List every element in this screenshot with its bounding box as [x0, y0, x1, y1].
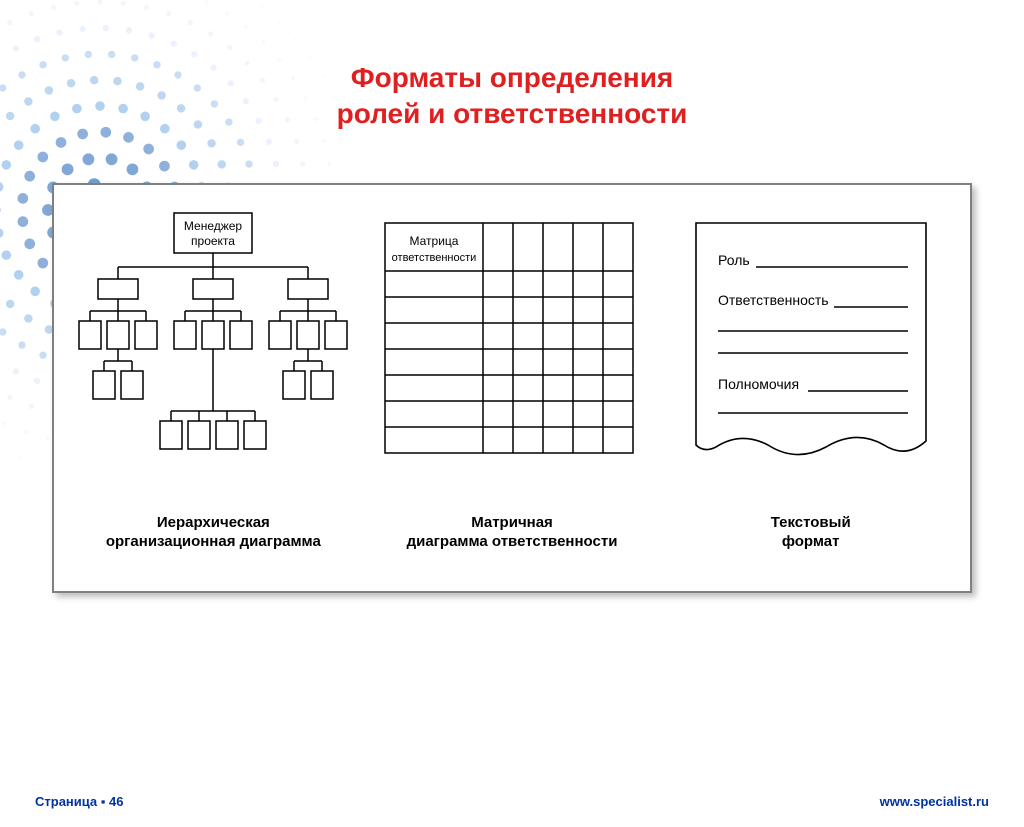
- slide-title: Форматы определения ролей и ответственно…: [0, 60, 1024, 133]
- content-box: Менеджер проекта: [52, 183, 972, 593]
- page-number: Страница ▪ 46: [35, 794, 123, 809]
- org-chart-svg: Менеджер проекта: [68, 205, 358, 495]
- page-num-value: 46: [109, 794, 123, 809]
- panel-text-format: Роль Ответственность Полномочия Текстовы…: [661, 205, 960, 552]
- field-role-label: Роль: [718, 252, 750, 268]
- caption-l2: диаграмма ответственности: [407, 533, 618, 550]
- field-resp-label: Ответственность: [718, 292, 829, 308]
- site-url: www.specialist.ru: [880, 794, 989, 809]
- title-line1: Форматы определения: [351, 62, 674, 93]
- matrix-caption: Матричная диаграмма ответственности: [407, 513, 618, 552]
- org-chart-caption: Иерархическая организационная диаграмма: [106, 513, 321, 552]
- matrix-header-l2: ответственности: [392, 252, 477, 264]
- footer: Страница ▪ 46 www.specialist.ru: [35, 794, 989, 809]
- title-line2: ролей и ответственности: [337, 98, 688, 129]
- matrix-svg: Матрица ответственности: [377, 205, 647, 495]
- caption-l1: Текстовый: [771, 514, 851, 531]
- caption-l2: организационная диаграмма: [106, 533, 321, 550]
- panel-matrix: Матрица ответственности Матричная диагра…: [363, 205, 662, 552]
- caption-l1: Иерархическая: [157, 514, 270, 531]
- caption-l2: формат: [782, 533, 840, 550]
- caption-l1: Матричная: [471, 514, 553, 531]
- root-label-l1: Менеджер: [184, 219, 243, 233]
- text-format-svg: Роль Ответственность Полномочия: [681, 205, 941, 495]
- root-label-l2: проекта: [191, 234, 235, 248]
- text-format-caption: Текстовый формат: [771, 513, 851, 552]
- field-auth-label: Полномочия: [718, 376, 799, 392]
- page-sep: ▪: [101, 794, 106, 809]
- panel-org-chart: Менеджер проекта: [64, 205, 363, 552]
- matrix-header-l1: Матрица: [410, 234, 459, 248]
- page-label: Страница: [35, 794, 97, 809]
